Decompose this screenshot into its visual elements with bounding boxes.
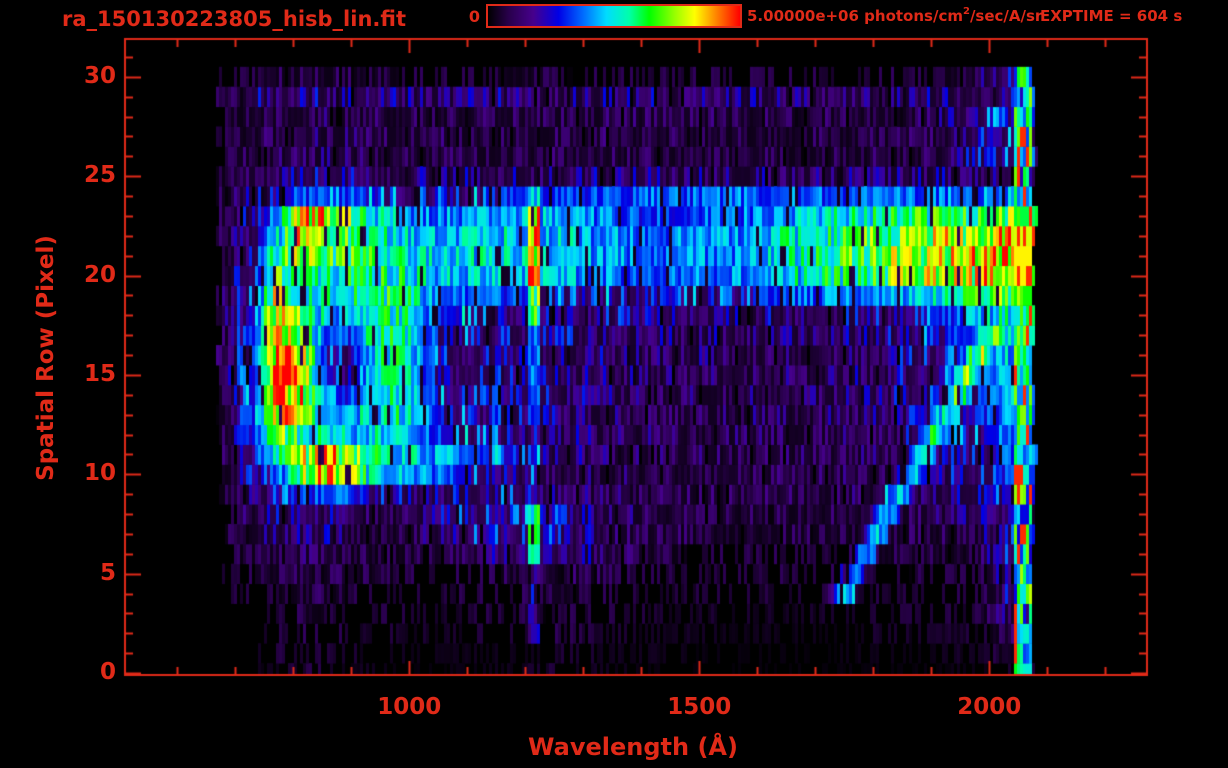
colorbar-units-exponent: 2 [962, 6, 970, 17]
colorbar-max-label: 5.00000e+06 photons/cm2/sec/A/sr [747, 6, 1043, 25]
x-tick-label: 1500 [667, 694, 732, 720]
x-tick-label: 1000 [377, 694, 442, 720]
exptime-label: EXPTIME = 604 s [1040, 7, 1183, 25]
y-tick-label: 25 [83, 162, 116, 189]
y-tick-label: 10 [83, 460, 116, 487]
file-title: ra_150130223805_hisb_lin.fit [62, 7, 406, 31]
colorbar-units-prefix: photons/cm [858, 7, 963, 25]
colorbar-gradient [488, 6, 740, 26]
x-tick-label: 2000 [957, 694, 1022, 720]
colorbar-units-suffix: /sec/A/sr [969, 7, 1043, 25]
y-tick-label: 5 [99, 559, 116, 586]
colorbar [486, 4, 742, 28]
colorbar-max-value: 5.00000e+06 [747, 7, 859, 25]
x-axis-title: Wavelength (Å) [528, 733, 738, 761]
y-axis-title: Spatial Row (Pixel) [33, 235, 59, 481]
y-tick-label: 20 [83, 261, 116, 288]
colorbar-min-label: 0 [468, 7, 480, 26]
y-tick-label: 30 [83, 62, 116, 89]
y-tick-label: 0 [99, 659, 116, 685]
y-tick-label: 15 [83, 360, 116, 387]
